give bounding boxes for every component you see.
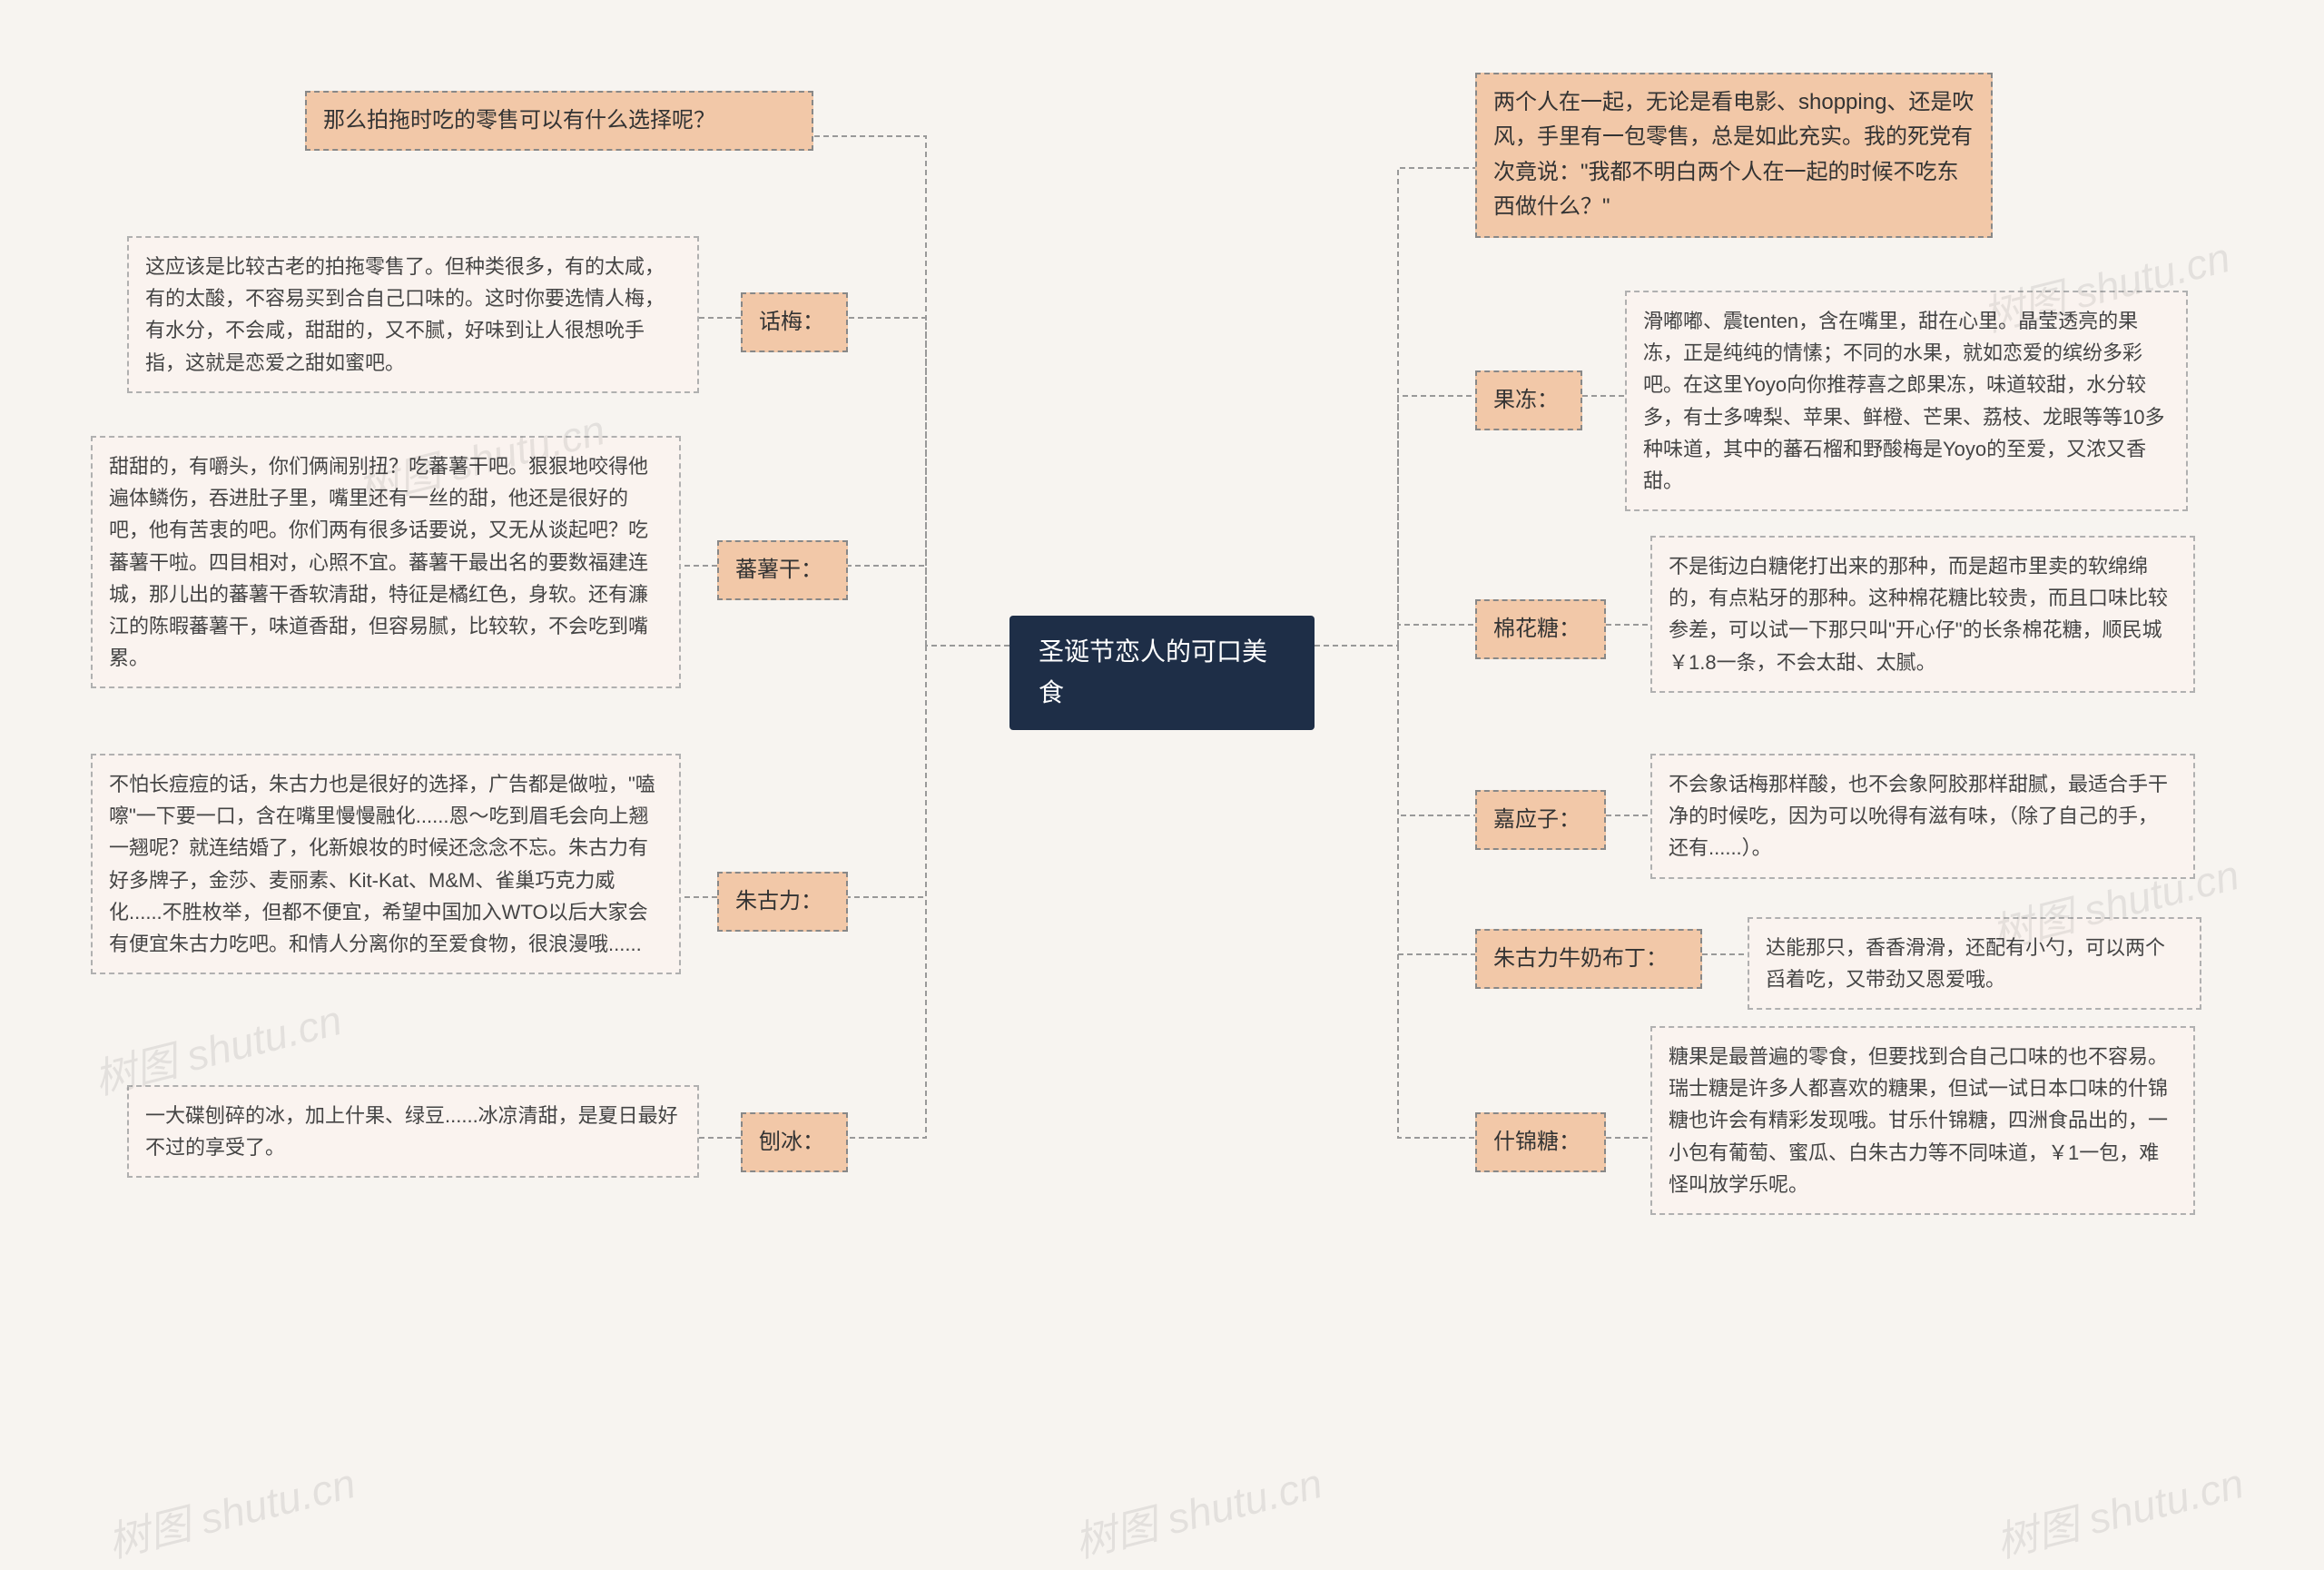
branch-jiayingzi[interactable]: 嘉应子： <box>1475 790 1606 850</box>
watermark: 树图 shutu.cn <box>101 1450 360 1569</box>
leaf-huamei-text: 这应该是比较古老的拍拖零售了。但种类很多，有的太咸，有的太酸，不容易买到合自己口… <box>145 255 665 374</box>
branch-zhuguli[interactable]: 朱古力： <box>717 872 848 932</box>
leaf-shugan: 甜甜的，有嚼头，你们俩闹别扭？吃蕃薯干吧。狠狠地咬得他遍体鳞伤，吞进肚子里，嘴里… <box>91 436 681 688</box>
branch-huamei-label: 话梅： <box>759 310 824 334</box>
leaf-buding: 达能那只，香香滑滑，还配有小勺，可以两个舀着吃，又带劲又恩爱哦。 <box>1748 917 2201 1010</box>
leaf-shijintang-text: 糖果是最普遍的零食，但要找到合自己口味的也不容易。瑞士糖是许多人都喜欢的糖果，但… <box>1669 1045 2168 1196</box>
leaf-shijintang: 糖果是最普遍的零食，但要找到合自己口味的也不容易。瑞士糖是许多人都喜欢的糖果，但… <box>1650 1026 2195 1215</box>
leaf-guodong-text: 滑嘟嘟、震tenten，含在嘴里，甜在心里。晶莹透亮的果冻，正是纯纯的情愫；不同… <box>1643 310 2164 492</box>
leaf-huamei: 这应该是比较古老的拍拖零售了。但种类很多，有的太咸，有的太酸，不容易买到合自己口… <box>127 236 699 393</box>
branch-paobing[interactable]: 刨冰： <box>741 1112 848 1172</box>
leaf-paobing: 一大碟刨碎的冰，加上什果、绿豆......冰凉清甜，是夏日最好不过的享受了。 <box>127 1085 699 1178</box>
branch-shugan[interactable]: 蕃薯干： <box>717 540 848 600</box>
leaf-buding-text: 达能那只，香香滑滑，还配有小勺，可以两个舀着吃，又带劲又恩爱哦。 <box>1766 936 2165 991</box>
branch-mianhuatang[interactable]: 棉花糖： <box>1475 599 1606 659</box>
branch-huamei[interactable]: 话梅： <box>741 292 848 352</box>
watermark: 树图 shutu.cn <box>1989 1450 2249 1569</box>
leaf-zhuguli-text: 不怕长痘痘的话，朱古力也是很好的选择，广告都是做啦，"嗑嚓"一下要一口，含在嘴里… <box>109 773 655 955</box>
leaf-mianhuatang-text: 不是街边白糖佬打出来的那种，而是超市里卖的软绵绵的，有点粘牙的那种。这种棉花糖比… <box>1669 555 2168 674</box>
branch-shijintang[interactable]: 什锦糖： <box>1475 1112 1606 1172</box>
branch-shijintang-label: 什锦糖： <box>1493 1130 1581 1154</box>
left-lead-text: 那么拍拖时吃的零售可以有什么选择呢？ <box>323 108 715 133</box>
branch-guodong[interactable]: 果冻： <box>1475 370 1582 430</box>
left-lead-node[interactable]: 那么拍拖时吃的零售可以有什么选择呢？ <box>305 91 813 151</box>
branch-guodong-label: 果冻： <box>1493 388 1559 412</box>
branch-buding-label: 朱古力牛奶布丁： <box>1493 946 1668 971</box>
leaf-guodong: 滑嘟嘟、震tenten，含在嘴里，甜在心里。晶莹透亮的果冻，正是纯纯的情愫；不同… <box>1625 291 2188 511</box>
leaf-shugan-text: 甜甜的，有嚼头，你们俩闹别扭？吃蕃薯干吧。狠狠地咬得他遍体鳞伤，吞进肚子里，嘴里… <box>109 455 648 669</box>
leaf-jiayingzi: 不会象话梅那样酸，也不会象阿胶那样甜腻，最适合手干净的时候吃，因为可以吮得有滋有… <box>1650 754 2195 879</box>
mindmap-canvas: 圣诞节恋人的可口美食 那么拍拖时吃的零售可以有什么选择呢？ 话梅： 这应该是比较… <box>0 0 2324 1561</box>
right-lead-node[interactable]: 两个人在一起，无论是看电影、shopping、还是吹风，手里有一包零售，总是如此… <box>1475 73 1993 238</box>
branch-shugan-label: 蕃薯干： <box>735 558 822 582</box>
leaf-paobing-text: 一大碟刨碎的冰，加上什果、绿豆......冰凉清甜，是夏日最好不过的享受了。 <box>145 1104 678 1159</box>
leaf-mianhuatang: 不是街边白糖佬打出来的那种，而是超市里卖的软绵绵的，有点粘牙的那种。这种棉花糖比… <box>1650 536 2195 693</box>
leaf-jiayingzi-text: 不会象话梅那样酸，也不会象阿胶那样甜腻，最适合手干净的时候吃，因为可以吮得有滋有… <box>1669 773 2168 859</box>
branch-mianhuatang-label: 棉花糖： <box>1493 617 1581 641</box>
branch-jiayingzi-label: 嘉应子： <box>1493 807 1581 832</box>
leaf-zhuguli: 不怕长痘痘的话，朱古力也是很好的选择，广告都是做啦，"嗑嚓"一下要一口，含在嘴里… <box>91 754 681 974</box>
watermark: 树图 shutu.cn <box>1068 1450 1327 1569</box>
branch-buding[interactable]: 朱古力牛奶布丁： <box>1475 929 1702 989</box>
branch-paobing-label: 刨冰： <box>759 1130 824 1154</box>
center-label: 圣诞节恋人的可口美食 <box>1039 637 1267 706</box>
right-lead-text: 两个人在一起，无论是看电影、shopping、还是吹风，手里有一包零售，总是如此… <box>1493 90 1974 219</box>
center-node[interactable]: 圣诞节恋人的可口美食 <box>1009 616 1315 730</box>
branch-zhuguli-label: 朱古力： <box>735 889 822 913</box>
